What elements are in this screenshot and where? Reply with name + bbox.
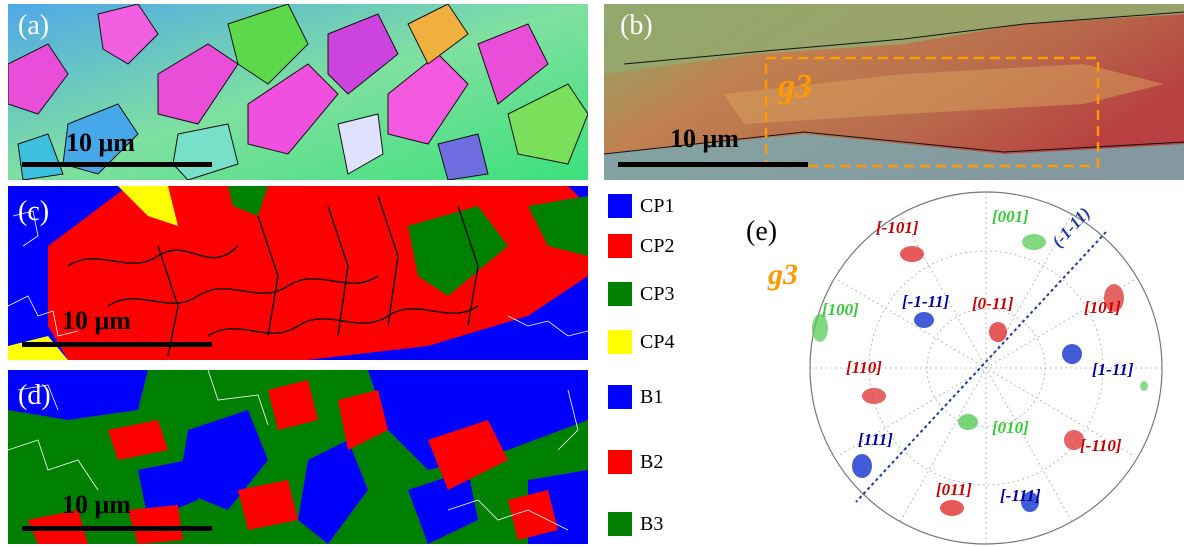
pole-label: [-101] bbox=[876, 218, 919, 237]
pole-figure-graphic bbox=[809, 191, 1163, 545]
ipf-map-graphic bbox=[8, 4, 588, 180]
pole-label: [001] bbox=[992, 207, 1029, 226]
panel-b-label: (b) bbox=[620, 10, 653, 41]
legend-swatch bbox=[608, 282, 632, 306]
legend-item-cp1: CP1 bbox=[608, 192, 728, 222]
legend-item-cp3: CP3 bbox=[608, 280, 728, 310]
plane-trace-line bbox=[855, 231, 1107, 503]
legend-item-b3: B3 bbox=[608, 510, 728, 540]
pole-clusters bbox=[812, 234, 1148, 516]
pole-label: [011] bbox=[936, 480, 972, 499]
g3-region-label: g3 bbox=[778, 68, 812, 105]
legend-item-b2: B2 bbox=[608, 448, 728, 478]
bain-map-graphic bbox=[8, 370, 588, 544]
pole-label: [0-11] bbox=[972, 294, 1014, 313]
pole-label: [010] bbox=[992, 418, 1029, 437]
scale-bar bbox=[618, 162, 808, 167]
scale-bar bbox=[22, 526, 212, 531]
legend-label: CP3 bbox=[640, 283, 675, 305]
legend-swatch bbox=[608, 385, 632, 409]
pole-label: [1-11] bbox=[1092, 360, 1134, 379]
iq-map-graphic bbox=[604, 4, 1184, 180]
legend-label: B3 bbox=[640, 513, 664, 535]
g3-region-box bbox=[764, 56, 1100, 168]
legend-swatch bbox=[608, 450, 632, 474]
panel-d-bain-map: (d) 10 μm bbox=[8, 370, 588, 544]
panel-a-label: (a) bbox=[18, 10, 50, 41]
legend-item-b1: B1 bbox=[608, 383, 728, 413]
pole-label: [-110] bbox=[1080, 436, 1122, 455]
scale-label: 10 μm bbox=[670, 124, 739, 153]
pole-label: [101] bbox=[1084, 298, 1121, 317]
pole-label: [110] bbox=[846, 358, 882, 377]
pole-label: [-111] bbox=[1000, 486, 1041, 505]
pole-label: [-1-11] bbox=[902, 292, 950, 311]
panel-e-label: (e) bbox=[746, 216, 778, 247]
legend-label: CP2 bbox=[640, 235, 675, 257]
legend-label: CP1 bbox=[640, 195, 675, 217]
panel-d-label: (d) bbox=[18, 380, 51, 411]
legend-label: CP4 bbox=[640, 331, 675, 353]
legend-item-cp4: CP4 bbox=[608, 328, 728, 358]
cp-map-graphic bbox=[8, 186, 588, 360]
scale-label: 10 μm bbox=[66, 128, 135, 157]
panel-e-pole-figure: (e) g3 bbox=[740, 190, 1184, 547]
legend-item-cp2: CP2 bbox=[608, 232, 728, 262]
scale-bar bbox=[22, 342, 212, 347]
scale-label: 10 μm bbox=[62, 490, 131, 519]
legend-swatch bbox=[608, 330, 632, 354]
panel-a-ipf-map: (a) 10 μm bbox=[8, 4, 588, 180]
legend-swatch bbox=[608, 194, 632, 218]
scale-bar bbox=[22, 162, 212, 167]
legend-swatch bbox=[608, 234, 632, 258]
legend-label: B1 bbox=[640, 386, 664, 408]
legend-swatch bbox=[608, 512, 632, 536]
pole-label: [111] bbox=[858, 430, 893, 449]
panel-b-iq-map: (b) g3 10 μm bbox=[604, 4, 1184, 180]
panel-c-label: (c) bbox=[18, 196, 50, 227]
panel-c-cp-map: (c) 10 μm bbox=[8, 186, 588, 360]
scale-label: 10 μm bbox=[62, 306, 131, 335]
pole-figure-group-label: g3 bbox=[768, 258, 798, 291]
legend-label: B2 bbox=[640, 451, 664, 473]
pole-label: [100] bbox=[822, 300, 859, 319]
